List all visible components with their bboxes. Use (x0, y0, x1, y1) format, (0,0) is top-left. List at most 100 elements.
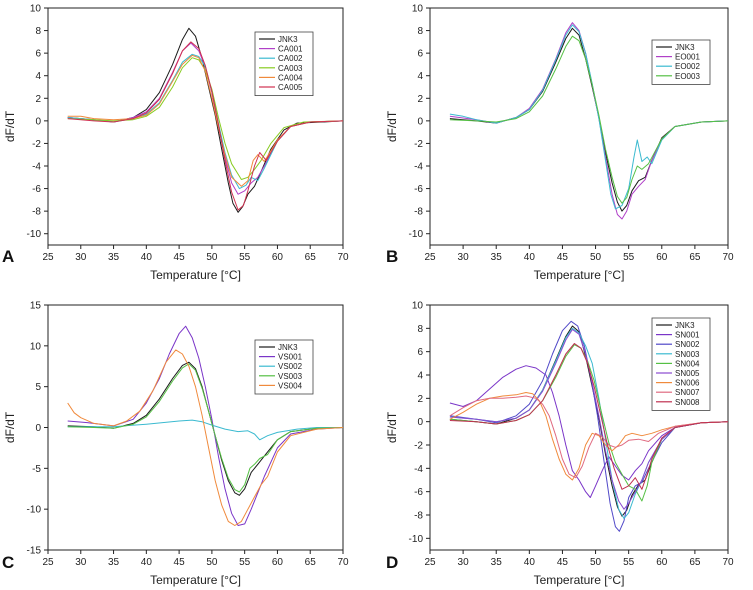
y-tick-label: -6 (414, 487, 423, 498)
legend-label: CA004 (278, 73, 303, 82)
y-tick-label: 10 (412, 301, 424, 312)
legend-label: EO002 (675, 62, 700, 71)
x-tick-label: 40 (524, 252, 536, 263)
y-tick-label: 6 (417, 49, 423, 60)
y-tick-label: 2 (417, 94, 423, 105)
legend-label: JNK3 (675, 321, 695, 330)
x-tick-label: 40 (141, 252, 153, 263)
y-tick-label: 6 (417, 347, 423, 358)
panel-C: 25 30 35 40 45 50 55 60 65 70 -15 -10 -5 0 5 10 15 Temper… (2, 301, 349, 588)
x-axis-label: Temperature [°C] (150, 573, 241, 587)
y-tick-label: -4 (414, 162, 423, 173)
plot-frame (47, 7, 344, 246)
y-tick-label: -15 (27, 546, 42, 557)
y-tick-label: 0 (417, 116, 423, 127)
series-line-vs004 (67, 349, 344, 526)
y-tick-label: 4 (417, 371, 423, 382)
x-tick-label: 40 (141, 557, 153, 568)
y-tick-label: -8 (32, 207, 41, 218)
x-tick-label: 35 (491, 557, 503, 568)
legend-label: JNK3 (278, 343, 298, 352)
plot-frame (429, 7, 729, 246)
x-axis-label: Temperature [°C] (534, 573, 625, 587)
panel-D: 25 30 35 40 45 50 55 60 65 70 -10 -8 -6 -4 -2 0 2 4 6 8 10 Te… (385, 301, 734, 588)
panel-letter: C (2, 553, 14, 572)
x-tick-label: 70 (722, 252, 734, 263)
x-tick-label: 55 (623, 252, 635, 263)
legend-label: JNK3 (675, 43, 695, 52)
x-tick-label: 25 (42, 252, 54, 263)
y-tick-label: 0 (35, 116, 41, 127)
x-tick-label: 70 (722, 557, 734, 568)
y-tick-label: -10 (409, 229, 424, 240)
panel-A: 25 30 35 40 45 50 55 60 65 70 -10 -8 -6 -4 -2 0 2 4 6 8 10 Te… (2, 4, 349, 283)
x-tick-label: 45 (557, 557, 569, 568)
x-tick-label: 45 (557, 252, 569, 263)
series-line-vs001 (67, 325, 344, 526)
legend-label: SN006 (675, 379, 700, 388)
y-tick-label: -10 (27, 229, 42, 240)
series-line-vs003 (67, 363, 344, 493)
legend-label: JNK3 (278, 35, 298, 44)
legend-box (651, 317, 711, 411)
y-tick-label: 2 (35, 94, 41, 105)
y-tick-label: 2 (417, 394, 423, 405)
x-tick-label: 25 (42, 557, 54, 568)
x-tick-label: 50 (206, 252, 218, 263)
y-axis-label: dF/dT (385, 411, 399, 443)
x-tick-label: 65 (689, 252, 701, 263)
legend-label: SN001 (675, 331, 700, 340)
x-tick-label: 55 (239, 557, 251, 568)
x-tick-label: 30 (75, 557, 87, 568)
y-tick-label: -8 (414, 511, 423, 522)
x-tick-label: 60 (656, 557, 668, 568)
y-tick-label: -8 (414, 207, 423, 218)
legend-label: CA005 (278, 83, 303, 92)
y-tick-label: 4 (417, 71, 423, 82)
legend-label: VS002 (278, 362, 303, 371)
x-tick-label: 65 (305, 557, 317, 568)
y-tick-label: 0 (35, 423, 41, 434)
x-tick-label: 65 (689, 557, 701, 568)
series-line-sn001 (449, 365, 729, 498)
legend-label: CA003 (278, 64, 303, 73)
x-tick-label: 65 (305, 252, 317, 263)
x-tick-label: 50 (590, 252, 602, 263)
x-tick-label: 60 (656, 252, 668, 263)
y-tick-label: 8 (35, 26, 41, 37)
y-tick-label: -4 (414, 464, 423, 475)
x-tick-label: 60 (272, 252, 284, 263)
x-tick-label: 30 (458, 557, 470, 568)
x-axis-label: Temperature [°C] (534, 268, 625, 282)
y-tick-label: 5 (35, 382, 41, 393)
y-tick-label: -6 (32, 184, 41, 195)
legend-label: SN008 (675, 398, 700, 407)
x-tick-label: 25 (424, 557, 436, 568)
x-tick-label: 25 (424, 252, 436, 263)
y-tick-label: 8 (417, 26, 423, 37)
series-line-vs002 (67, 419, 343, 441)
y-tick-label: 10 (30, 4, 42, 15)
y-tick-label: 4 (35, 71, 41, 82)
y-tick-label: 0 (417, 417, 423, 428)
legend-label: SN004 (675, 359, 700, 368)
y-tick-label: -5 (32, 464, 41, 475)
series-line-eo003 (449, 35, 729, 204)
x-tick-label: 40 (524, 557, 536, 568)
x-tick-label: 35 (108, 557, 120, 568)
series-line-sn007 (449, 395, 729, 479)
y-tick-label: -2 (414, 441, 423, 452)
y-axis-label: dF/dT (385, 110, 399, 142)
y-tick-label: 6 (35, 49, 41, 60)
plot-frame (429, 304, 729, 551)
panel-letter: D (386, 553, 398, 572)
legend-label: VS003 (278, 372, 303, 381)
x-tick-label: 30 (458, 252, 470, 263)
x-tick-label: 70 (337, 557, 349, 568)
legend-label: SN005 (675, 369, 700, 378)
x-tick-label: 45 (174, 252, 186, 263)
series-line-ca005 (67, 41, 344, 211)
legend-box (254, 31, 314, 96)
y-axis-label: dF/dT (3, 110, 17, 142)
